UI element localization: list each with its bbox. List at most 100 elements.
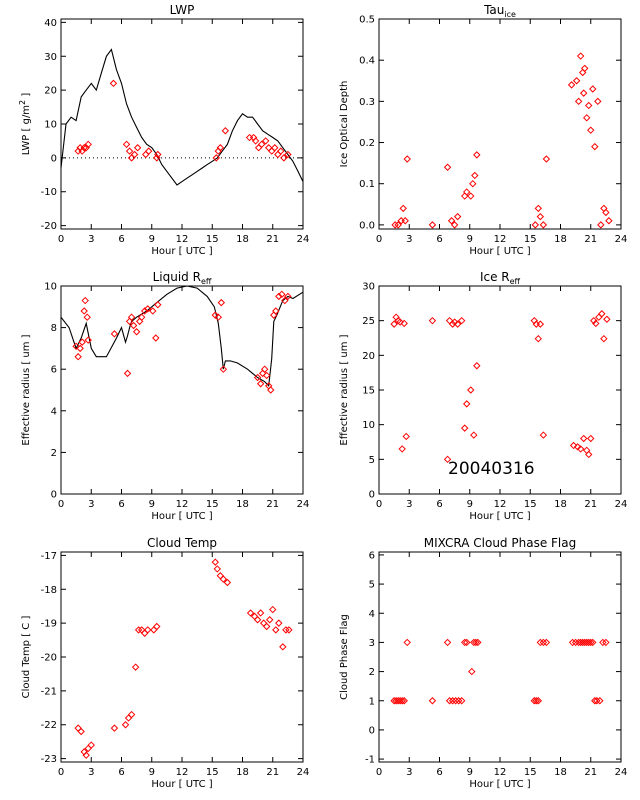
panel-ice-reff: Ice Reff 0 3 6 9 12 15 18 21 24 0 5 10 15 20 25 30 Hour […: [339, 270, 627, 522]
data-point: [396, 318, 404, 326]
y-tick-label: 6: [51, 365, 57, 376]
data-point: [531, 221, 539, 229]
x-tick-label: 0: [58, 234, 64, 245]
y-tick-label: -10: [41, 187, 57, 198]
y-tick-label: 3: [369, 638, 375, 649]
panel-tau-ice: Tauice 0 3 6 9 12 15 18 21 24 0.0 0.1 0.2 0.3 0.4 0.5 Ho…: [339, 3, 627, 257]
x-tick-label: 15: [206, 499, 219, 510]
data-point: [573, 443, 582, 451]
x-tick-label: 0: [376, 499, 382, 510]
data-point: [536, 212, 545, 221]
x-tick-label: 15: [524, 234, 537, 245]
x-tick-label: 3: [88, 767, 94, 778]
data-point: [258, 369, 267, 378]
y-tick-label: 2: [369, 667, 375, 678]
data-point: [246, 609, 255, 617]
data-point: [277, 147, 285, 155]
data-point: [144, 626, 152, 634]
x-tick-label: 0: [58, 499, 64, 510]
data-point: [221, 127, 230, 135]
x-tick-label: 0: [58, 767, 64, 778]
data-point: [149, 307, 157, 315]
x-tick-label: 15: [524, 499, 537, 510]
x-tick-label: 6: [118, 234, 124, 245]
data-point: [132, 328, 141, 336]
data-point: [131, 663, 140, 671]
data-point: [467, 192, 475, 200]
data-point: [84, 140, 92, 149]
y-tick-label: 0.3: [359, 97, 375, 108]
data-point: [109, 79, 118, 88]
data-point: [124, 714, 133, 722]
y-tick-label: 20: [44, 86, 57, 97]
data-point: [472, 638, 480, 647]
x-tick-label: 12: [494, 234, 507, 245]
y-tick-label: -23: [41, 754, 57, 765]
data-point: [585, 101, 593, 110]
data-point: [428, 697, 437, 705]
data-point: [212, 154, 220, 162]
data-point: [590, 316, 598, 325]
data-point: [134, 626, 143, 634]
data-point: [82, 751, 90, 759]
data-point: [530, 697, 538, 705]
y-tick-label: 20: [362, 351, 375, 362]
x-tick-label: 0: [376, 767, 382, 778]
data-point: [80, 144, 88, 152]
y-tick-label: -19: [41, 619, 57, 630]
data-point: [450, 318, 459, 326]
data-point: [470, 431, 478, 439]
data-point: [467, 386, 475, 394]
y-tick-label: 10: [44, 120, 57, 131]
x-tick-label: 3: [88, 499, 94, 510]
data-point: [583, 446, 591, 455]
data-point: [280, 154, 288, 162]
data-point: [592, 319, 600, 328]
x-tick-label: 18: [554, 234, 567, 245]
y-axis-label: Ice Optical Depth: [339, 81, 350, 168]
data-point: [398, 697, 406, 705]
plot-frame: [378, 18, 622, 230]
y-axis-label: LWP [ g/m2 ]: [18, 93, 32, 156]
data-point: [428, 316, 437, 325]
data-point: [74, 353, 82, 361]
y-tick-label: 15: [362, 386, 375, 397]
data-point: [211, 558, 219, 566]
data-point: [219, 575, 228, 583]
panel-lwp: LWP 0 3 6 9 12 15 18 21 24 -20 -10 0 10 20 30 40 Hour [ U…: [18, 3, 309, 257]
x-tick-label: 3: [88, 234, 94, 245]
y-tick-label: 2: [51, 448, 57, 459]
y-axis-label: Cloud Phase Flag: [339, 614, 350, 700]
data-point: [281, 296, 289, 305]
data-point: [211, 311, 219, 319]
data-point: [251, 137, 260, 145]
x-axis-label: Hour [ UTC ]: [469, 511, 530, 522]
x-tick-label: 21: [584, 499, 597, 510]
x-tick-label: 21: [584, 234, 597, 245]
x-tick-label: 12: [494, 767, 507, 778]
data-point: [260, 365, 269, 373]
data-point: [587, 434, 595, 443]
data-point: [253, 373, 262, 382]
data-point: [574, 97, 583, 106]
plot-frame: [60, 285, 304, 495]
data-point: [578, 68, 587, 77]
data-point: [448, 320, 457, 328]
x-tick-label: 18: [236, 499, 249, 510]
y-tick-label: 10: [362, 420, 375, 431]
y-tick-label: -22: [41, 720, 57, 731]
y-tick-label: -17: [41, 551, 57, 562]
data-point: [127, 710, 136, 719]
data-point: [392, 697, 400, 705]
data-point: [539, 221, 548, 229]
data-point: [267, 386, 275, 394]
data-point: [534, 334, 543, 343]
data-point: [83, 313, 91, 321]
y-tick-label: 0.4: [359, 56, 375, 67]
x-tick-label: 9: [467, 767, 473, 778]
data-point: [216, 144, 225, 152]
data-point: [600, 204, 608, 213]
data-point: [585, 638, 593, 647]
data-point: [262, 371, 271, 380]
